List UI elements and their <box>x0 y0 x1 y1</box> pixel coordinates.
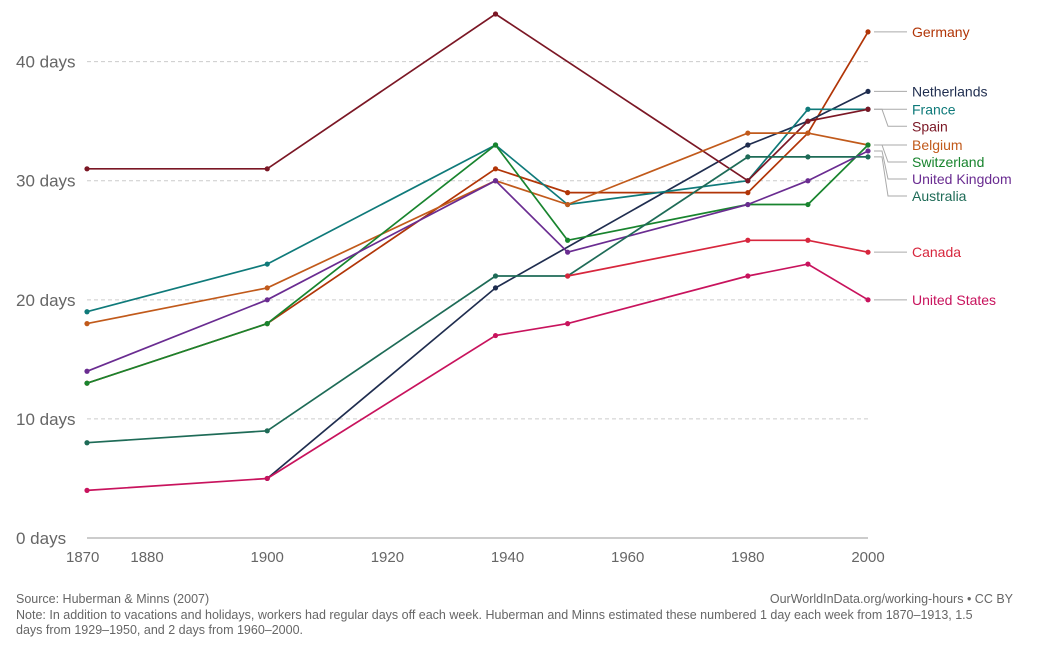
data-point <box>865 297 871 303</box>
data-point <box>84 487 90 493</box>
series-label-germany: Germany <box>912 24 970 40</box>
series-line-germany <box>86 31 869 385</box>
x-tick-label: 1920 <box>371 549 404 566</box>
data-point <box>492 178 499 184</box>
data-point <box>492 273 499 279</box>
x-tick-label: 1870 <box>66 549 99 566</box>
y-tick-label: 30 days <box>16 172 76 191</box>
series-label-canada: Canada <box>912 244 961 260</box>
data-point <box>565 190 571 196</box>
data-point <box>565 249 571 255</box>
attribution-link[interactable]: OurWorldInData.org/working-hours • CC BY <box>769 592 1013 606</box>
data-point <box>865 249 871 255</box>
y-tick-label: 10 days <box>16 410 76 429</box>
x-tick-label: 1880 <box>130 549 163 566</box>
x-tick-label: 1980 <box>731 549 764 566</box>
data-point <box>84 309 90 315</box>
data-point <box>492 332 499 339</box>
data-point <box>264 321 270 327</box>
data-point <box>264 297 270 303</box>
data-point <box>84 368 90 374</box>
series-label-united-kingdom: United Kingdom <box>912 171 1012 187</box>
y-axis-ticks: 0 days 10 days 20 days 30 days 40 days <box>16 53 76 548</box>
data-point <box>805 201 811 208</box>
x-tick-label: 1940 <box>491 549 524 566</box>
data-point <box>745 130 751 136</box>
series-line-spain <box>87 12 869 182</box>
y-tick-label: 0 days <box>16 529 66 548</box>
data-point <box>492 166 499 172</box>
y-tick-label: 20 days <box>16 291 76 310</box>
series-line-canada <box>567 239 869 277</box>
series-label-spain: Spain <box>912 118 948 134</box>
data-point <box>84 440 90 446</box>
y-tick-label: 40 days <box>16 53 76 72</box>
label-leader-spain <box>874 108 907 127</box>
data-point <box>805 261 811 267</box>
series-line-united-states <box>86 263 869 492</box>
footnote: Note: In addition to vacations and holid… <box>16 608 973 637</box>
data-point <box>84 380 90 386</box>
data-point <box>565 273 571 279</box>
label-leader-australia <box>874 156 907 197</box>
data-point <box>492 285 499 291</box>
data-point <box>805 106 811 112</box>
data-point <box>745 190 751 196</box>
series-label-netherlands: Netherlands <box>912 83 988 99</box>
data-point <box>745 273 751 279</box>
data-point <box>84 166 90 172</box>
series-label-switzerland: Switzerland <box>912 154 984 170</box>
label-leader-united-kingdom <box>874 150 907 180</box>
series-label-australia: Australia <box>912 188 967 204</box>
label-leader-switzerland <box>874 144 907 163</box>
series-line-netherlands <box>266 90 869 480</box>
data-point <box>84 321 90 327</box>
data-point <box>865 148 871 154</box>
data-point <box>264 166 270 172</box>
data-point <box>745 142 751 148</box>
data-point <box>565 237 571 243</box>
series-lines <box>84 11 871 493</box>
series-line-belgium <box>86 132 869 325</box>
data-point <box>805 178 811 184</box>
data-point <box>805 130 811 136</box>
data-point <box>264 285 270 291</box>
x-axis-ticks: 1870 1880 1900 1920 1940 1960 1980 2000 <box>66 549 885 566</box>
data-point <box>865 88 871 95</box>
series-label-france: France <box>912 101 956 117</box>
data-point <box>745 154 751 160</box>
data-point <box>865 106 871 112</box>
grid-layer <box>87 61 868 539</box>
data-point <box>805 237 811 243</box>
x-tick-label: 2000 <box>851 549 884 566</box>
data-point <box>865 154 871 160</box>
x-tick-label: 1900 <box>251 549 284 566</box>
data-point <box>805 118 811 124</box>
series-line-united-kingdom <box>86 150 869 373</box>
data-point <box>745 237 751 243</box>
data-point <box>865 142 871 148</box>
series-label-belgium: Belgium <box>912 137 963 153</box>
data-point <box>565 321 571 327</box>
data-point <box>492 11 499 17</box>
data-point <box>805 154 811 160</box>
source-note: Source: Huberman & Minns (2007) <box>16 592 210 606</box>
data-point <box>745 201 751 208</box>
data-point <box>264 261 270 267</box>
series-line-france <box>86 108 868 313</box>
data-point <box>492 142 499 148</box>
data-point <box>745 178 751 184</box>
data-point <box>264 428 270 434</box>
data-point <box>565 201 571 208</box>
series-label-united-states: United States <box>912 292 996 308</box>
x-tick-label: 1960 <box>611 549 644 566</box>
data-point <box>264 475 270 482</box>
data-point <box>865 29 871 35</box>
